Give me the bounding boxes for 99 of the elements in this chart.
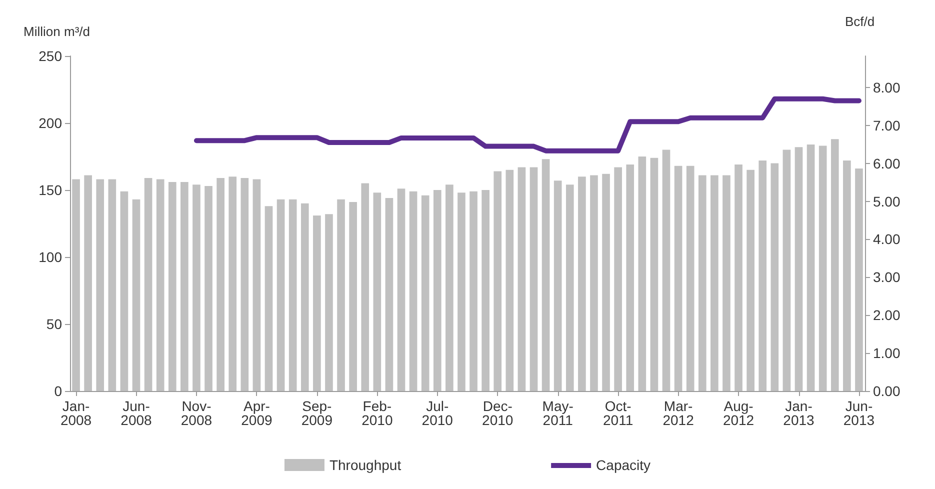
bar (349, 202, 357, 391)
x-tick-label: Jan-2013 (783, 398, 815, 428)
y2-tick-label: 4.00 (873, 231, 900, 248)
bar (578, 176, 586, 391)
y2-tick-label: 0.00 (873, 383, 900, 399)
bar (722, 175, 730, 391)
bar (168, 182, 176, 391)
y2-tick-label: 1.00 (873, 345, 900, 362)
bar (855, 168, 863, 391)
bar (144, 178, 152, 391)
bar (433, 190, 442, 391)
bar (674, 166, 682, 391)
x-tick-label: Jul-2010 (422, 398, 454, 428)
x-tick-label: Jan-2008 (60, 398, 92, 428)
x-tick-label: Sep-2009 (301, 398, 333, 428)
bar (96, 179, 104, 391)
bar (264, 206, 273, 391)
x-tick-label: Aug-2012 (722, 398, 754, 428)
bar (518, 167, 526, 391)
bar (782, 150, 791, 391)
bar (530, 167, 538, 391)
bar (794, 147, 803, 391)
bar (276, 199, 285, 391)
bar (446, 184, 454, 391)
bar (806, 144, 815, 391)
bar (843, 160, 851, 391)
y2-tick-label: 6.00 (873, 155, 900, 172)
bar (313, 215, 321, 391)
x-tick-label: Oct-2011 (603, 398, 634, 428)
bar (409, 191, 418, 391)
bar (108, 179, 116, 391)
y-axis-title: Million m³/d (24, 24, 90, 39)
bar (325, 214, 333, 391)
bar (180, 182, 188, 391)
bar (156, 179, 164, 391)
bar (542, 159, 550, 391)
bar (228, 176, 237, 391)
bar (566, 184, 574, 391)
y-tick-label: 0 (54, 383, 62, 399)
bar (746, 170, 754, 391)
y2-axis-title: Bcf/d (845, 14, 875, 29)
bar (614, 167, 622, 391)
bar (650, 158, 658, 391)
bar (288, 199, 297, 391)
bar (554, 180, 562, 391)
bar (397, 188, 406, 391)
bar (698, 175, 706, 391)
x-tick-label: Jun-2013 (843, 398, 875, 428)
bar (506, 170, 514, 391)
y2-tick-label: 8.00 (873, 79, 900, 96)
bar (458, 192, 466, 391)
bar (421, 195, 430, 391)
bar (626, 164, 634, 391)
y-tick-label: 150 (38, 182, 62, 198)
bar (337, 199, 345, 391)
legend-label: Capacity (596, 457, 651, 473)
y2-tick-label: 5.00 (873, 193, 900, 210)
bar (252, 179, 261, 391)
bar (638, 156, 646, 391)
y2-tick-label: 2.00 (873, 307, 900, 324)
bar (216, 178, 224, 391)
y-tick-label: 250 (38, 48, 62, 64)
bar (300, 203, 309, 391)
bar (590, 175, 598, 391)
bar (818, 146, 827, 391)
x-tick-label: Apr-2009 (241, 398, 272, 428)
bar (385, 198, 394, 391)
bar (204, 186, 212, 391)
x-tick-label: Nov-2008 (180, 398, 212, 428)
bar (373, 192, 382, 391)
bar (192, 184, 200, 391)
bar (734, 164, 742, 391)
x-tick-label: May-2011 (542, 398, 574, 428)
bar (830, 139, 839, 391)
legend-label: Throughput (329, 457, 402, 473)
bar (662, 150, 670, 391)
bar (686, 166, 694, 391)
y2-tick-label: 7.00 (873, 117, 900, 134)
bar (602, 174, 610, 391)
bar (240, 178, 249, 391)
bar (72, 179, 80, 391)
x-tick-label: Jun-2008 (120, 398, 152, 428)
bar (132, 199, 140, 391)
x-tick-label: Dec-2010 (482, 398, 514, 428)
x-tick-label: Feb-2010 (362, 398, 393, 428)
y-tick-label: 100 (38, 249, 62, 265)
y-tick-label: 200 (38, 115, 62, 131)
bar (758, 160, 767, 391)
y2-tick-label: 3.00 (873, 269, 900, 286)
bar (770, 163, 779, 391)
y-tick-label: 50 (46, 316, 62, 332)
bar (84, 175, 92, 391)
bar (361, 183, 370, 391)
bar (710, 175, 718, 391)
bar (470, 191, 478, 391)
bar (494, 171, 502, 391)
bar (120, 191, 128, 391)
x-tick-label: Mar-2012 (662, 398, 694, 428)
bar (482, 190, 490, 391)
